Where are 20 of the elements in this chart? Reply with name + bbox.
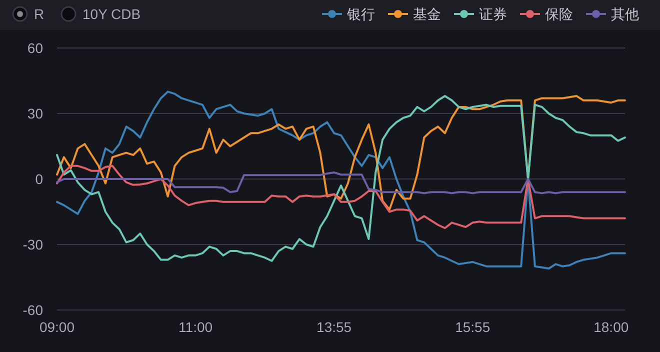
legend-label: 银行: [346, 6, 375, 22]
y-tick-label: -30: [22, 236, 44, 252]
y-tick-label: -60: [22, 302, 44, 318]
x-tick-label: 13:55: [316, 319, 352, 335]
y-tick-label: 0: [35, 171, 44, 187]
text: 10Y CDB: [82, 6, 141, 22]
text: R: [34, 6, 44, 22]
y-tick-label: 60: [27, 40, 44, 56]
legend-label: 保险: [545, 6, 573, 22]
legend-label: 其他: [611, 6, 639, 22]
x-tick-label: 15:55: [455, 319, 490, 335]
x-tick-label: 18:00: [594, 319, 629, 335]
line-series: [56, 171, 626, 194]
x-tick-label: 09:00: [39, 319, 75, 335]
line-series: [56, 95, 626, 211]
legend-label: 证券: [479, 6, 507, 22]
y-tick-label: 30: [27, 106, 44, 122]
x-tick-label: 11:00: [178, 319, 213, 335]
line-series: [56, 164, 626, 230]
legend-label: 基金: [413, 6, 441, 22]
